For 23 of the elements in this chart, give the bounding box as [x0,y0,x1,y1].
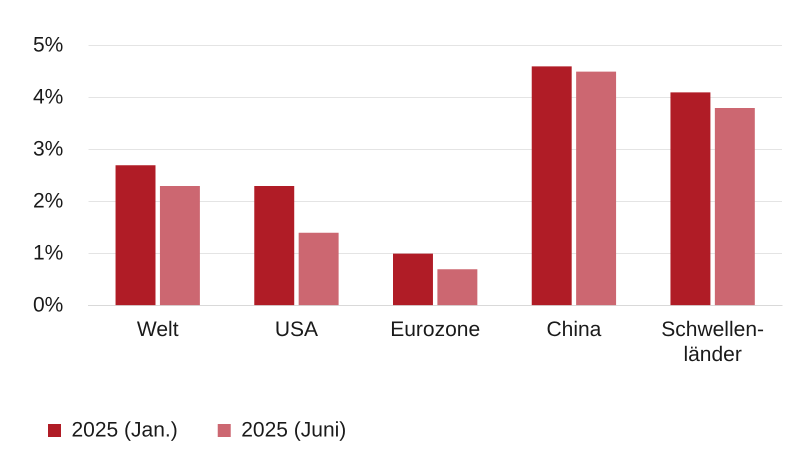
bar [254,186,294,306]
bar [116,165,156,306]
legend-label: 2025 (Jan.) [72,418,178,442]
legend-label: 2025 (Juni) [241,418,346,442]
x-tick-label: Schwellen- länder [661,318,764,366]
x-tick-label: Eurozone [390,318,480,341]
y-tick-label: 4% [32,85,64,108]
bar [670,92,710,306]
y-tick-label: 0% [32,293,64,316]
bar [437,269,478,306]
y-tick-label: 5% [32,33,64,56]
bar [393,254,433,306]
x-tick-label: China [546,318,602,341]
bar [576,72,616,306]
bar [298,232,339,306]
bar [532,66,572,306]
bar [714,108,755,306]
x-tick-label: Welt [136,318,179,341]
y-tick-label: 3% [32,137,64,160]
y-tick-label: 1% [32,241,64,264]
x-tick-label: USA [274,318,318,341]
bar [160,186,200,306]
y-tick-label: 2% [32,189,64,212]
